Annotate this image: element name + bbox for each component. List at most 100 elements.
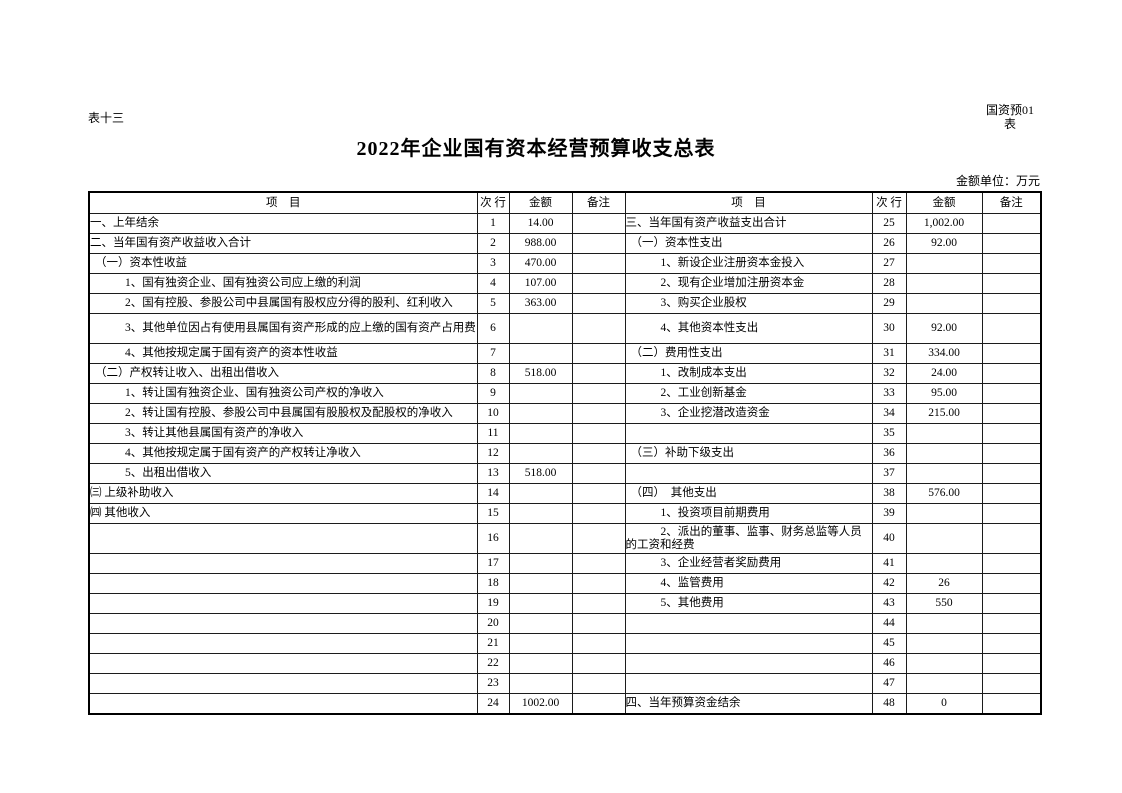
left-amount-cell	[508, 383, 573, 404]
table-row: 二、当年国有资产收益收入合计 2 988.00 （一）资本性支出 26 92.00	[88, 233, 1042, 254]
left-amount-cell	[508, 423, 573, 444]
table-row: ㈣ 其他收入 15 1、投资项目前期费用 39	[88, 503, 1042, 524]
right-rowno-cell: 38	[871, 483, 907, 504]
table-row: 1、转让国有独资企业、国有独资公司产权的净收入 9 2、工业创新基金 33 95.00	[88, 383, 1042, 404]
right-rowno-cell: 42	[871, 573, 907, 594]
left-item-cell: 4、其他按规定属于国有资产的资本性收益	[88, 343, 478, 364]
unit-note: 金额单位：万元	[955, 174, 1040, 188]
left-item-cell: ㈢ 上级补助收入	[88, 483, 478, 504]
right-item-cell: 2、现有企业增加注册资本金	[624, 273, 873, 294]
right-remark-cell	[981, 653, 1042, 674]
left-item-cell	[88, 523, 478, 554]
left-rowno-cell: 22	[476, 653, 510, 674]
right-remark-cell	[981, 403, 1042, 424]
left-item-cell	[88, 593, 478, 614]
left-item-cell: 3、转让其他县属国有资产的净收入	[88, 423, 478, 444]
right-rowno-cell: 44	[871, 613, 907, 634]
right-item-cell: 2、工业创新基金	[624, 383, 873, 404]
right-remark-cell	[981, 593, 1042, 614]
left-remark-cell	[571, 593, 626, 614]
right-rowno-cell: 29	[871, 293, 907, 314]
left-remark-cell	[571, 633, 626, 654]
page-title: 2022年企业国有资本经营预算收支总表	[356, 138, 716, 160]
left-item-cell	[88, 693, 478, 715]
form-code: 国资预01 表	[958, 103, 1062, 131]
right-rowno-cell: 46	[871, 653, 907, 674]
left-rowno-cell: 4	[476, 273, 510, 294]
table-row: 4、其他按规定属于国有资产的资本性收益 7 （二）费用性支出 31 334.00	[88, 343, 1042, 364]
left-rowno-cell: 2	[476, 233, 510, 254]
right-amount-cell	[905, 503, 983, 524]
right-rowno-cell: 40	[871, 523, 907, 554]
left-rowno-cell: 17	[476, 553, 510, 574]
right-remark-cell	[981, 233, 1042, 254]
left-item-cell	[88, 653, 478, 674]
right-item-cell: 3、购买企业股权	[624, 293, 873, 314]
right-item-cell: 1、投资项目前期费用	[624, 503, 873, 524]
left-amount-cell	[508, 613, 573, 634]
left-item-cell: 1、国有独资企业、国有独资公司应上缴的利润	[88, 273, 478, 294]
right-rowno-cell: 45	[871, 633, 907, 654]
right-amount-cell: 215.00	[905, 403, 983, 424]
table-row: 1、国有独资企业、国有独资公司应上缴的利润 4 107.00 2、现有企业增加注册资本…	[88, 273, 1042, 294]
col-header-item-left: 项 目	[88, 191, 478, 214]
right-rowno-cell: 28	[871, 273, 907, 294]
left-item-cell: 2、转让国有控股、参股公司中县属国有股股权及配股权的净收入	[88, 403, 478, 424]
left-item-cell: 3、其他单位因占有使用县属国有资产形成的应上缴的国有资产占用费	[88, 313, 478, 344]
right-amount-cell: 95.00	[905, 383, 983, 404]
right-amount-cell: 24.00	[905, 363, 983, 384]
left-item-cell: 1、转让国有独资企业、国有独资公司产权的净收入	[88, 383, 478, 404]
right-amount-cell: 26	[905, 573, 983, 594]
right-remark-cell	[981, 253, 1042, 274]
right-rowno-cell: 41	[871, 553, 907, 574]
left-amount-cell: 470.00	[508, 253, 573, 274]
left-rowno-cell: 12	[476, 443, 510, 464]
right-remark-cell	[981, 553, 1042, 574]
right-item-cell: 4、监管费用	[624, 573, 873, 594]
left-item-cell: 二、当年国有资产收益收入合计	[88, 233, 478, 254]
left-remark-cell	[571, 653, 626, 674]
left-rowno-cell: 1	[476, 213, 510, 234]
right-amount-cell: 550	[905, 593, 983, 614]
right-amount-cell	[905, 423, 983, 444]
left-rowno-cell: 9	[476, 383, 510, 404]
left-amount-cell	[508, 503, 573, 524]
right-amount-cell	[905, 673, 983, 694]
right-rowno-cell: 33	[871, 383, 907, 404]
left-amount-cell	[508, 443, 573, 464]
right-amount-cell: 92.00	[905, 313, 983, 344]
right-amount-cell	[905, 273, 983, 294]
left-remark-cell	[571, 343, 626, 364]
left-rowno-cell: 10	[476, 403, 510, 424]
left-rowno-cell: 15	[476, 503, 510, 524]
right-item-cell	[624, 673, 873, 694]
col-header-rowno-left: 次 行	[476, 191, 510, 214]
right-item-cell: 1、新设企业注册资本金投入	[624, 253, 873, 274]
right-amount-cell	[905, 653, 983, 674]
left-item-cell: 5、出租出借收入	[88, 463, 478, 484]
left-item-cell: （一）资本性收益	[88, 253, 478, 274]
left-amount-cell	[508, 403, 573, 424]
right-item-cell	[624, 633, 873, 654]
table-row: 21 45	[88, 633, 1042, 654]
col-header-amount-left: 金额	[508, 191, 573, 214]
left-item-cell: 4、其他按规定属于国有资产的产权转让净收入	[88, 443, 478, 464]
left-item-cell: ㈣ 其他收入	[88, 503, 478, 524]
left-rowno-cell: 19	[476, 593, 510, 614]
right-remark-cell	[981, 613, 1042, 634]
right-remark-cell	[981, 503, 1042, 524]
left-remark-cell	[571, 503, 626, 524]
right-rowno-cell: 25	[871, 213, 907, 234]
right-amount-cell	[905, 633, 983, 654]
right-item-cell	[624, 653, 873, 674]
right-item-cell: 4、其他资本性支出	[624, 313, 873, 344]
right-rowno-cell: 35	[871, 423, 907, 444]
right-remark-cell	[981, 463, 1042, 484]
right-remark-cell	[981, 343, 1042, 364]
sheet-label: 表十三	[88, 111, 125, 125]
budget-table: 项 目次 行金额 备注项 目次 行金额 备注 一、上年结余 1 14.00 三、当年国有资产…	[88, 191, 1042, 715]
left-rowno-cell: 6	[476, 313, 510, 344]
right-remark-cell	[981, 293, 1042, 314]
right-item-cell: 5、其他费用	[624, 593, 873, 614]
right-remark-cell	[981, 633, 1042, 654]
